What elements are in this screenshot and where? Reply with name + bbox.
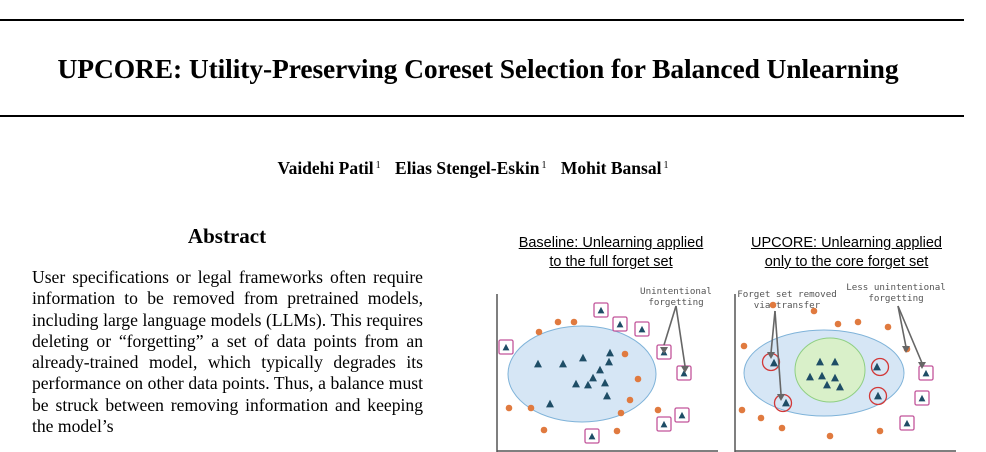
baseline-caption: Baseline: Unlearning applied to the full … xyxy=(518,235,704,270)
dots xyxy=(738,301,911,440)
triangle-marker xyxy=(918,394,926,402)
circled-marker xyxy=(870,357,890,377)
author-list: Vaidehi Patil 1 Elias Stengel-Eskin 1 Mohi… xyxy=(0,158,946,179)
arrow xyxy=(897,305,923,364)
triangles xyxy=(534,348,614,408)
triangle-marker xyxy=(603,391,611,400)
dot-marker xyxy=(654,406,662,414)
triangle-marker xyxy=(782,398,790,407)
arrowhead xyxy=(902,346,910,353)
arrow xyxy=(897,305,907,348)
upcore-panel xyxy=(734,294,956,452)
dot-marker xyxy=(617,409,625,417)
dot-marker xyxy=(626,396,634,404)
triangle-marker xyxy=(823,380,831,389)
boxes xyxy=(899,365,934,431)
triangle-marker xyxy=(816,357,824,366)
triangle-marker xyxy=(831,357,839,366)
triangle-marker xyxy=(606,348,614,357)
dot-marker xyxy=(740,342,748,350)
arrowhead xyxy=(681,366,689,373)
triangle-marker xyxy=(874,391,882,400)
triangle-marker xyxy=(836,382,844,391)
forget-set-removed-label: Forget set removed via transfer xyxy=(737,289,837,311)
dot-marker xyxy=(778,424,786,432)
dot-marker xyxy=(554,318,562,326)
unintentional-forgetting-label: Unintentional forgetting xyxy=(640,286,712,308)
dot-marker xyxy=(854,318,862,326)
triangle-marker xyxy=(680,369,688,377)
dot-marker xyxy=(810,307,818,315)
dot-marker xyxy=(613,427,621,435)
triangle-marker xyxy=(806,372,814,381)
triangle-marker xyxy=(605,357,613,366)
author: Mohit Bansal 1 xyxy=(560,158,669,178)
arrowhead xyxy=(918,362,926,369)
arrow xyxy=(675,305,686,367)
dot-marker xyxy=(876,427,884,435)
arrow xyxy=(770,310,776,354)
forget-set-ellipse xyxy=(507,325,657,423)
teaser-figure: Baseline: Unlearning applied to the full … xyxy=(494,228,964,452)
arrowhead xyxy=(660,347,668,354)
triangle-marker xyxy=(579,353,587,362)
triangle-marker xyxy=(638,325,646,333)
upcore-caption: UPCORE: Unlearning applied only to the co… xyxy=(750,235,942,270)
dot-marker xyxy=(505,404,513,412)
triangle-marker xyxy=(922,369,930,377)
abstract-text: User specifications or legal frameworks … xyxy=(32,267,423,437)
triangle-marker xyxy=(589,373,597,382)
title-bottom-rule xyxy=(0,115,964,117)
arrow xyxy=(663,305,677,346)
arrowhead xyxy=(777,394,785,401)
circled-marker xyxy=(868,386,888,406)
triangle-marker xyxy=(546,399,554,408)
less-unintentional-forgetting-label: Less unintentional forgetting xyxy=(846,282,946,304)
dot-marker xyxy=(527,404,535,412)
triangle-marker xyxy=(616,320,624,328)
author: Vaidehi Patil 1 xyxy=(277,158,381,178)
figure-graphic xyxy=(496,294,956,452)
dot-marker xyxy=(738,406,746,414)
dot-marker xyxy=(769,301,777,309)
paper-title: UPCORE: Utility-Preserving Coreset Selec… xyxy=(57,53,899,84)
triangle-marker xyxy=(502,343,510,351)
triangle-marker xyxy=(588,432,596,440)
dot-marker xyxy=(826,432,834,440)
dot-marker xyxy=(634,375,642,383)
triangle-marker xyxy=(601,378,609,387)
triangle-marker xyxy=(818,371,826,380)
triangle-marker xyxy=(873,362,881,371)
abstract-heading: Abstract xyxy=(187,224,267,248)
dot-marker xyxy=(535,328,543,336)
arrowhead xyxy=(767,352,775,359)
dot-marker xyxy=(834,320,842,328)
baseline-panel xyxy=(496,294,718,452)
dot-marker xyxy=(884,323,892,331)
core-forget-set-ellipse xyxy=(794,337,866,403)
triangle-marker xyxy=(584,380,592,389)
dot-marker xyxy=(570,318,578,326)
dot-marker xyxy=(757,414,765,422)
dot-marker xyxy=(621,350,629,358)
boxes xyxy=(498,302,692,444)
triangle-marker xyxy=(831,373,839,382)
triangle-marker xyxy=(597,306,605,314)
triangle-marker xyxy=(770,358,778,367)
triangle-marker xyxy=(572,379,580,388)
triangle-marker xyxy=(903,419,911,427)
author: Elias Stengel-Eskin 1 xyxy=(395,158,547,178)
triangle-marker xyxy=(660,420,668,428)
top-rule xyxy=(0,19,964,21)
triangle-marker xyxy=(678,411,686,419)
triangle-marker xyxy=(596,365,604,374)
triangle-marker xyxy=(559,359,567,368)
dot-marker xyxy=(540,426,548,434)
arrow xyxy=(774,310,782,395)
dots xyxy=(505,318,662,435)
triangle-marker xyxy=(534,359,542,368)
